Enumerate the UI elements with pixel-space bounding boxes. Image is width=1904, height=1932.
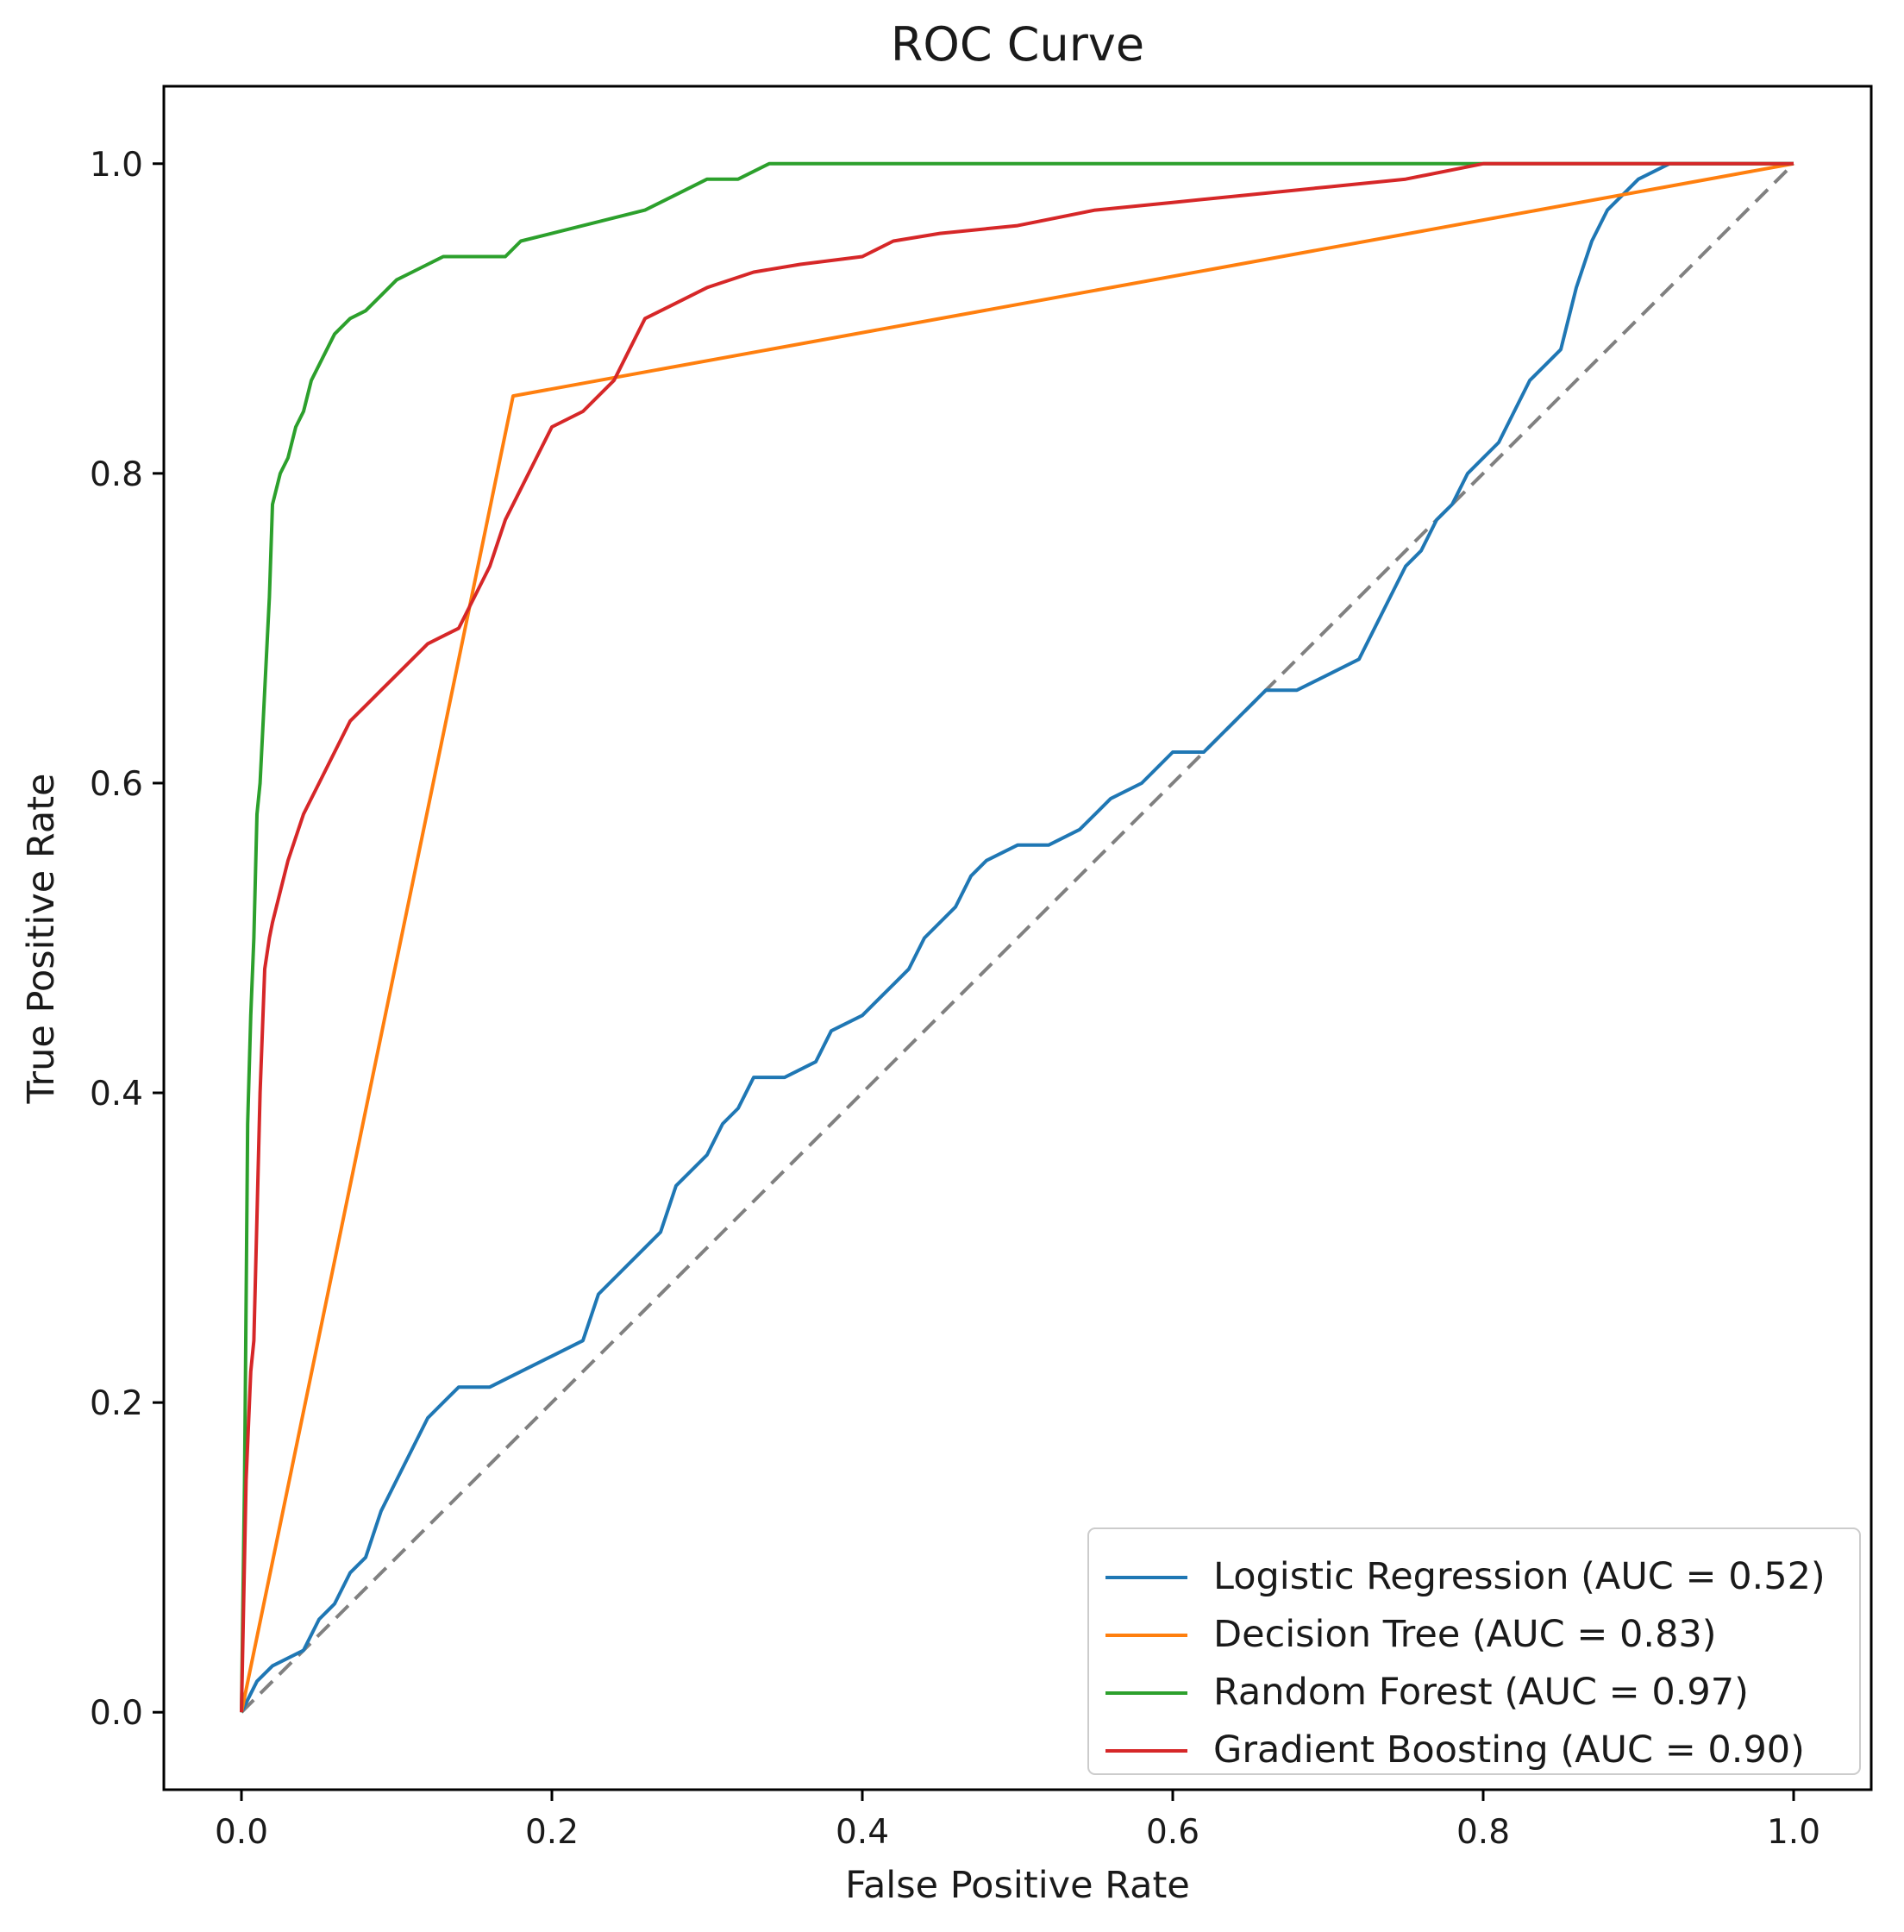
plot-curves [240, 161, 1795, 1714]
legend-label: Decision Tree (AUC = 0.83) [1213, 1613, 1717, 1656]
y-axis: 0.0 0.2 0.4 0.6 0.8 1.0 [90, 146, 164, 1733]
x-axis: 0.0 0.2 0.4 0.6 0.8 1.0 [215, 1790, 1820, 1852]
x-tick-label: 0.8 [1456, 1813, 1510, 1852]
chance-line [240, 162, 1795, 1714]
chart-title: ROC Curve [891, 17, 1144, 72]
legend: Logistic Regression (AUC = 0.52) Decision… [1087, 1527, 1861, 1775]
plot-frame [162, 85, 1873, 1791]
legend-label: Logistic Regression (AUC = 0.52) [1213, 1555, 1826, 1598]
y-tick-label: 0.6 [90, 765, 143, 804]
y-tick-label: 1.0 [90, 146, 143, 185]
y-tick-label: 0.8 [90, 455, 143, 494]
x-tick-label: 0.0 [215, 1813, 268, 1852]
y-tick-label: 0.0 [90, 1694, 143, 1733]
x-tick-label: 0.4 [836, 1813, 889, 1852]
x-axis-label: False Positive Rate [845, 1864, 1190, 1907]
legend-box [1087, 1527, 1861, 1775]
legend-label: Gradient Boosting (AUC = 0.90) [1213, 1728, 1805, 1772]
y-tick-label: 0.4 [90, 1075, 143, 1113]
roc-curve-random-forest [240, 161, 1794, 1713]
roc-curve-logistic-regression [240, 161, 1794, 1714]
x-tick-label: 0.6 [1146, 1813, 1199, 1852]
roc-curve-decision-tree [240, 161, 1794, 1713]
x-tick-label: 0.2 [525, 1813, 579, 1852]
x-tick-label: 1.0 [1767, 1813, 1820, 1852]
y-tick-label: 0.2 [90, 1384, 143, 1423]
legend-label: Random Forest (AUC = 0.97) [1213, 1671, 1749, 1714]
roc-curve-gradient-boosting [240, 161, 1794, 1713]
y-axis-label: True Positive Rate [20, 773, 63, 1104]
